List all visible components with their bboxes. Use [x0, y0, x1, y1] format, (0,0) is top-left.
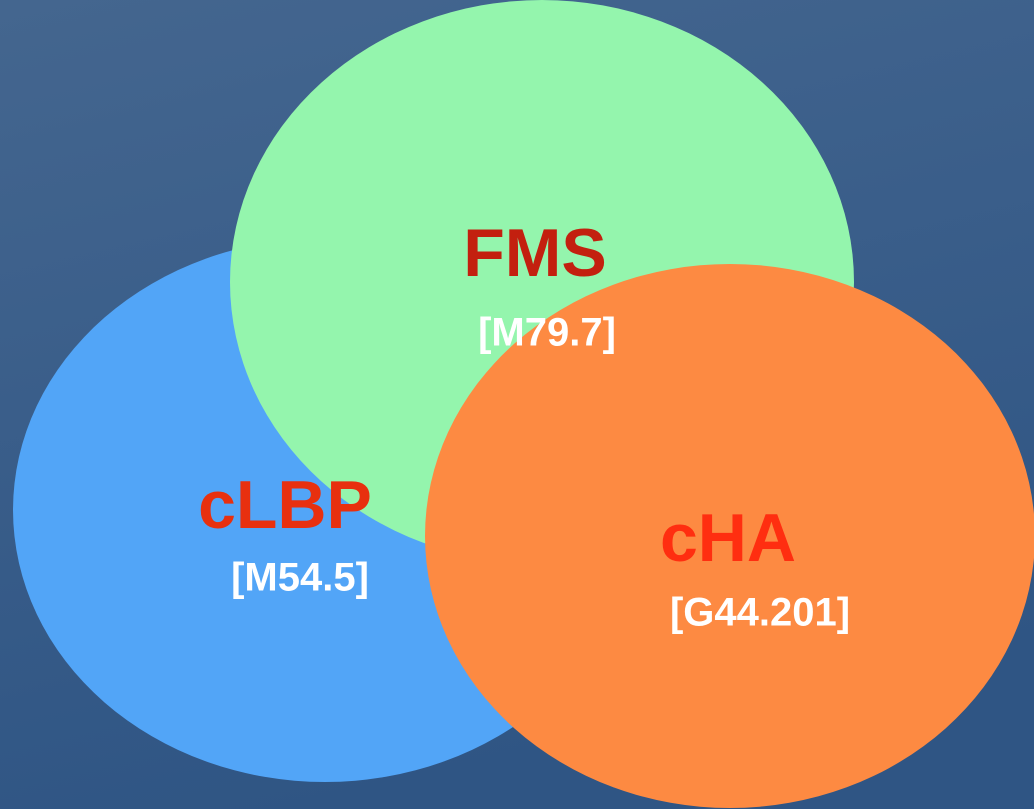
fms-label: FMS	[463, 215, 607, 291]
cha-code: [G44.201]	[670, 591, 850, 635]
clbp-code: [M54.5]	[231, 556, 369, 600]
cha-circle	[425, 264, 1034, 808]
fms-code: [M79.7]	[478, 311, 616, 355]
clbp-label: cLBP	[198, 467, 372, 543]
cha-label: cHA	[660, 500, 796, 576]
